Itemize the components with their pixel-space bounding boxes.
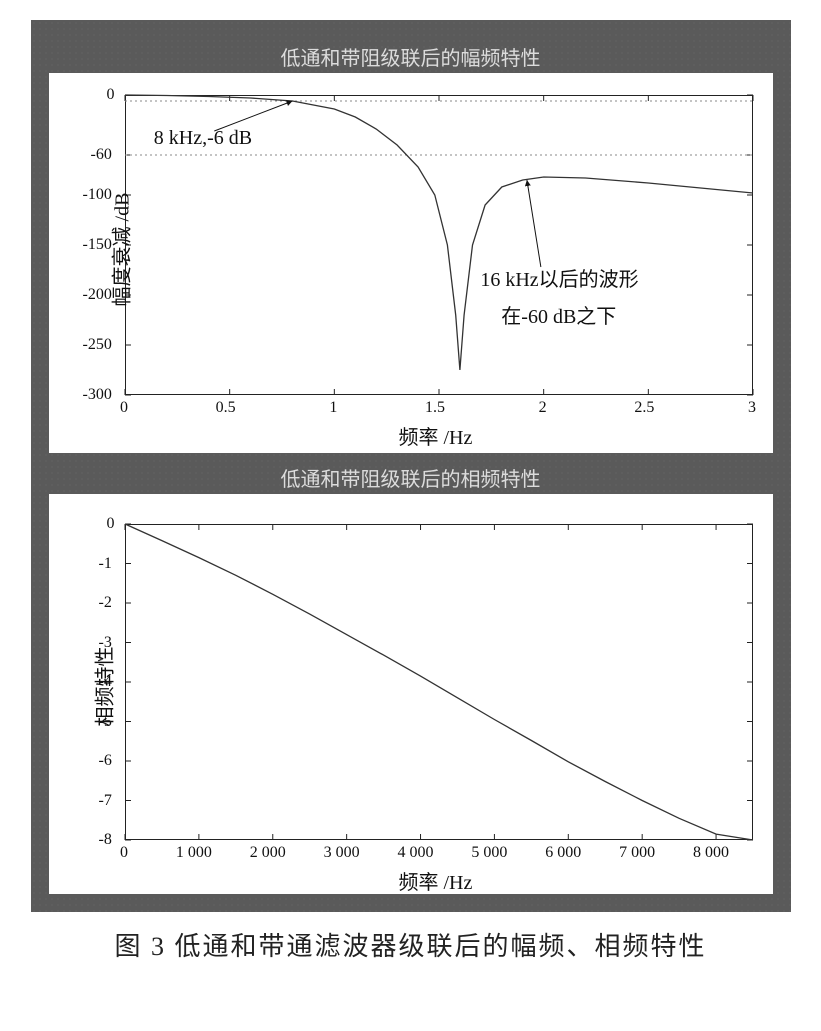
chart1-panel: 幅度衰减 /dB 频率 /Hz 00.511.522.53-300-250-20… xyxy=(49,73,773,453)
tick-label: 5 000 xyxy=(471,844,507,862)
tick-label: 0 xyxy=(120,844,128,862)
tick-label: -3 xyxy=(99,634,112,652)
tick-label: -4 xyxy=(99,673,112,691)
chart2-xlabel: 频率 /Hz xyxy=(399,866,473,895)
chart2-title: 低通和带阻级联后的相频特性 xyxy=(49,461,773,492)
tick-label: 0 xyxy=(107,86,115,104)
tick-label: -2 xyxy=(99,594,112,612)
tick-label: -100 xyxy=(83,186,112,204)
tick-label: 2.5 xyxy=(634,399,654,417)
tick-label: 4 000 xyxy=(398,844,434,862)
tick-label: -60 xyxy=(91,146,112,164)
tick-label: 1 000 xyxy=(176,844,212,862)
tick-label: 1 xyxy=(329,399,337,417)
tick-label: -1 xyxy=(99,555,112,573)
chart-annotation: 8 kHz,-6 dB xyxy=(154,127,252,150)
tick-label: 1.5 xyxy=(425,399,445,417)
tick-label: -6 xyxy=(99,752,112,770)
tick-label: 3 000 xyxy=(324,844,360,862)
tick-label: 7 000 xyxy=(619,844,655,862)
tick-label: 0 xyxy=(107,515,115,533)
tick-label: 8 000 xyxy=(693,844,729,862)
chart-annotation: 16 kHz以后的波形 xyxy=(480,263,638,292)
chart1-xlabel: 频率 /Hz xyxy=(399,421,473,450)
tick-label: -200 xyxy=(83,286,112,304)
tick-label: -250 xyxy=(83,336,112,354)
tick-label: 2 000 xyxy=(250,844,286,862)
tick-label: 0.5 xyxy=(216,399,236,417)
tick-label: -5 xyxy=(99,713,112,731)
chart1-title: 低通和带阻级联后的幅频特性 xyxy=(49,40,773,71)
chart2-svg xyxy=(49,494,773,894)
tick-label: 0 xyxy=(120,399,128,417)
tick-label: -8 xyxy=(99,831,112,849)
tick-label: 2 xyxy=(539,399,547,417)
chart-annotation: 在-60 dB之下 xyxy=(501,300,616,329)
tick-label: -300 xyxy=(83,386,112,404)
figure-background: 低通和带阻级联后的幅频特性 幅度衰减 /dB 频率 /Hz 00.511.522… xyxy=(31,20,791,912)
tick-label: -150 xyxy=(83,236,112,254)
chart2-panel: 相频特性 频率 /Hz 01 0002 0003 0004 0005 0006 … xyxy=(49,494,773,894)
tick-label: 3 xyxy=(748,399,756,417)
figure-caption: 图 3 低通和带通滤波器级联后的幅频、相频特性 xyxy=(31,926,791,963)
tick-label: -7 xyxy=(99,792,112,810)
tick-label: 6 000 xyxy=(545,844,581,862)
